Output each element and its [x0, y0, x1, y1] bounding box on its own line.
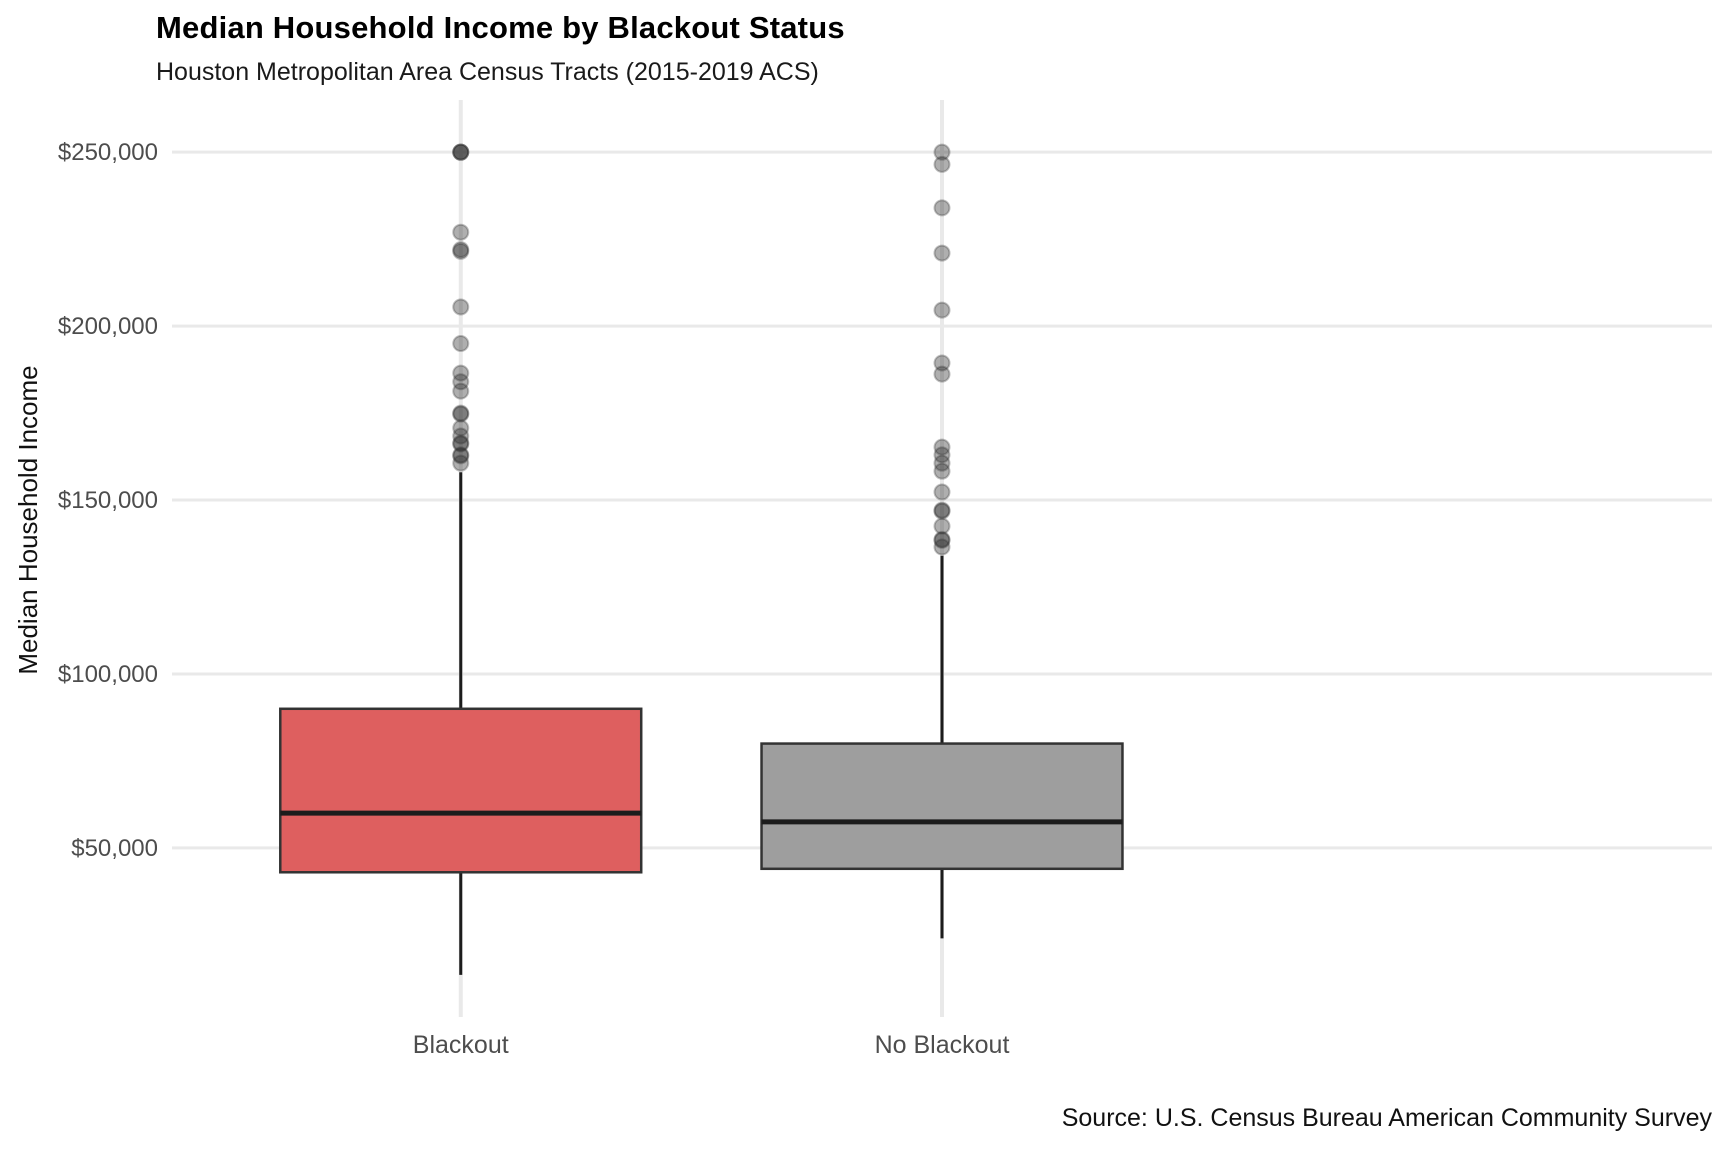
outlier-point — [933, 301, 951, 319]
outlier-point — [452, 382, 470, 400]
outlier-point — [452, 447, 470, 465]
outlier-point — [452, 427, 470, 445]
outlier-point — [933, 483, 951, 501]
outlier-point — [452, 335, 470, 353]
outlier-point — [452, 454, 470, 472]
outlier-point — [933, 502, 951, 520]
outlier-point — [452, 404, 470, 422]
outlier-point — [933, 531, 951, 549]
outlier-point — [933, 517, 951, 535]
y-tick-label: $100,000 — [58, 661, 158, 688]
y-tick-label: $150,000 — [58, 487, 158, 514]
outlier-point — [452, 419, 470, 437]
y-tick-label: $250,000 — [58, 139, 158, 166]
outlier-point — [933, 438, 951, 456]
outlier-point — [933, 538, 951, 556]
outlier-point — [933, 143, 951, 161]
outlier-point — [452, 223, 470, 241]
outlier-point — [452, 373, 470, 391]
y-tick-label: $50,000 — [71, 835, 158, 862]
outlier-point — [933, 454, 951, 472]
outlier-point — [933, 244, 951, 262]
outlier-point — [452, 241, 470, 259]
chart-subtitle: Houston Metropolitan Area Census Tracts … — [156, 58, 819, 86]
outlier-point — [933, 155, 951, 173]
outlier-point — [452, 242, 470, 260]
chart-title: Median Household Income by Blackout Stat… — [156, 10, 845, 45]
outlier-point — [452, 143, 470, 161]
outlier-point — [452, 143, 470, 161]
x-category-label: No Blackout — [875, 1031, 1010, 1059]
outlier-point — [452, 434, 470, 452]
outlier-point — [933, 354, 951, 372]
outlier-point — [452, 435, 470, 453]
outlier-point — [933, 365, 951, 383]
outlier-point — [452, 446, 470, 464]
outlier-point — [933, 446, 951, 464]
source-caption: Source: U.S. Census Bureau American Comm… — [1061, 1104, 1712, 1132]
outlier-point — [452, 298, 470, 316]
outlier-point — [452, 364, 470, 382]
outlier-point — [933, 501, 951, 519]
outlier-point — [452, 143, 470, 161]
outlier-point — [933, 199, 951, 217]
box — [279, 707, 643, 874]
outlier-point — [452, 405, 470, 423]
y-tick-label: $200,000 — [58, 313, 158, 340]
outlier-point — [933, 530, 951, 548]
box — [760, 742, 1124, 871]
x-category-label: Blackout — [413, 1031, 509, 1059]
outlier-point — [933, 462, 951, 480]
